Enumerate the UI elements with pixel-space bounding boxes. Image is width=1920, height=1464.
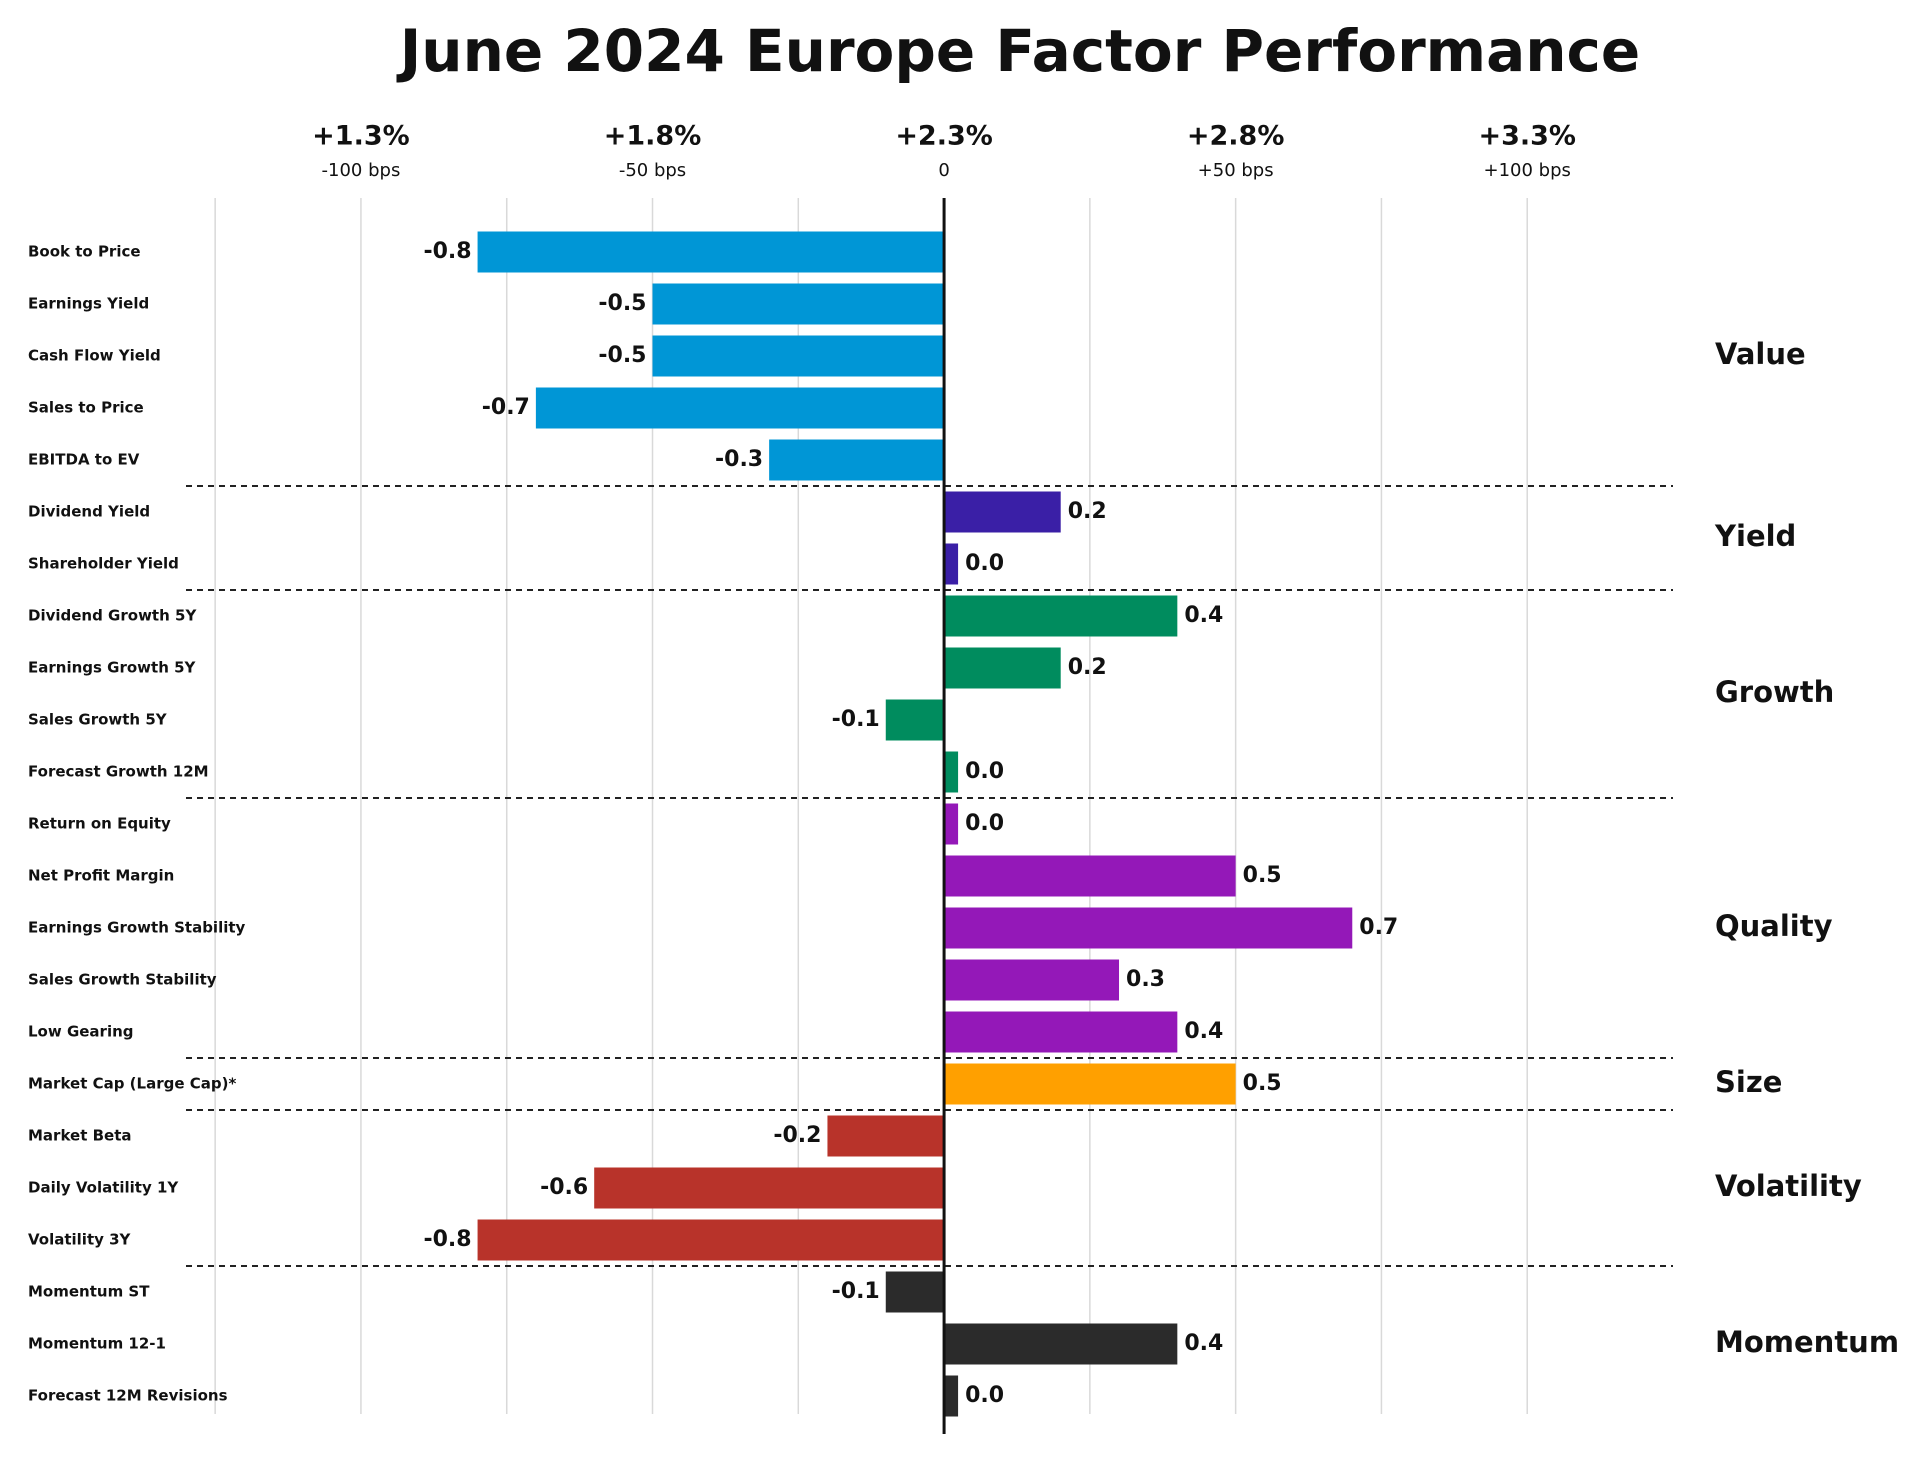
bar (944, 1323, 1178, 1365)
x-tick-label: +100 bps (1484, 160, 1571, 181)
category-label: Momentum ST (28, 1283, 150, 1301)
value-label: -0.6 (540, 1175, 588, 1200)
category-label: Low Gearing (28, 1023, 134, 1041)
group-label: Value (1715, 337, 1806, 371)
value-label: -0.3 (715, 447, 763, 472)
category-label: Cash Flow Yield (28, 347, 161, 365)
category-label: EBITDA to EV (28, 451, 140, 469)
group-label: Yield (1714, 519, 1796, 553)
bar (944, 1011, 1178, 1053)
category-label: Volatility 3Y (28, 1231, 132, 1249)
category-label: Sales Growth Stability (28, 971, 217, 989)
category-label: Shareholder Yield (28, 555, 179, 573)
category-label: Market Cap (Large Cap)* (28, 1075, 236, 1093)
category-label: Dividend Yield (28, 503, 150, 521)
category-label: Net Profit Margin (28, 867, 174, 885)
category-label: Sales Growth 5Y (28, 711, 168, 729)
group-label: Quality (1715, 909, 1833, 943)
bar (944, 491, 1061, 533)
value-label: 0.0 (965, 811, 1004, 836)
x-tick-label: -100 bps (322, 160, 401, 181)
bar (944, 907, 1353, 949)
value-label: 0.7 (1359, 915, 1398, 940)
value-label: 0.2 (1068, 655, 1107, 680)
value-label: 0.4 (1184, 1331, 1223, 1356)
value-label: -0.8 (423, 1227, 471, 1252)
bar (477, 231, 945, 273)
value-label: -0.5 (598, 343, 646, 368)
value-label: 0.5 (1243, 1071, 1282, 1096)
group-label: Volatility (1715, 1169, 1862, 1203)
category-label: Market Beta (28, 1127, 131, 1145)
x-tick-label: 0 (938, 160, 949, 181)
bar (944, 647, 1061, 689)
bar (652, 335, 945, 377)
bar (944, 855, 1236, 897)
bar (594, 1167, 945, 1209)
value-label: 0.5 (1243, 863, 1282, 888)
value-label: 0.0 (965, 551, 1004, 576)
category-label: Return on Equity (28, 815, 171, 833)
value-label: 0.4 (1184, 1019, 1223, 1044)
value-label: -0.2 (773, 1123, 821, 1148)
bar (944, 1063, 1236, 1105)
bar (827, 1115, 945, 1157)
category-label: Sales to Price (28, 399, 144, 417)
bar (944, 751, 959, 793)
category-label: Dividend Growth 5Y (28, 607, 197, 625)
category-label: Earnings Yield (28, 295, 149, 313)
x-tick-return-label: +2.3% (895, 121, 993, 152)
x-tick-return-label: +1.3% (312, 121, 410, 152)
value-label: -0.1 (832, 1279, 880, 1304)
bar (535, 387, 945, 429)
value-label: 0.0 (965, 1383, 1004, 1408)
value-label: 0.2 (1068, 499, 1107, 524)
value-label: -0.7 (482, 395, 530, 420)
bar (944, 595, 1178, 637)
bar (477, 1219, 945, 1261)
bar (944, 803, 959, 845)
value-label: -0.5 (598, 291, 646, 316)
bar (885, 1271, 945, 1313)
category-label: Book to Price (28, 243, 141, 261)
bar (885, 699, 945, 741)
value-label: 0.3 (1126, 967, 1165, 992)
x-tick-label: +50 bps (1198, 160, 1274, 181)
x-tick-return-label: +1.8% (604, 121, 702, 152)
value-label: 0.0 (965, 759, 1004, 784)
category-label: Earnings Growth 5Y (28, 659, 197, 677)
category-label: Momentum 12-1 (28, 1335, 166, 1353)
category-label: Forecast Growth 12M (28, 763, 209, 781)
value-label: -0.8 (423, 239, 471, 264)
group-label: Growth (1715, 675, 1834, 709)
group-label: Size (1715, 1065, 1782, 1099)
value-label: -0.1 (832, 707, 880, 732)
bar (944, 959, 1120, 1001)
bar (944, 543, 959, 585)
value-label: 0.4 (1184, 603, 1223, 628)
bar (652, 283, 945, 325)
category-label: Earnings Growth Stability (28, 919, 246, 937)
x-tick-return-label: +3.3% (1478, 121, 1576, 152)
bar (944, 1375, 959, 1417)
category-label: Daily Volatility 1Y (28, 1179, 179, 1197)
category-label: Forecast 12M Revisions (28, 1387, 228, 1405)
chart-title: June 2024 Europe Factor Performance (396, 17, 1641, 85)
x-tick-label: -50 bps (619, 160, 686, 181)
group-label: Momentum (1715, 1325, 1899, 1359)
x-tick-return-label: +2.8% (1187, 121, 1285, 152)
bar (769, 439, 945, 481)
